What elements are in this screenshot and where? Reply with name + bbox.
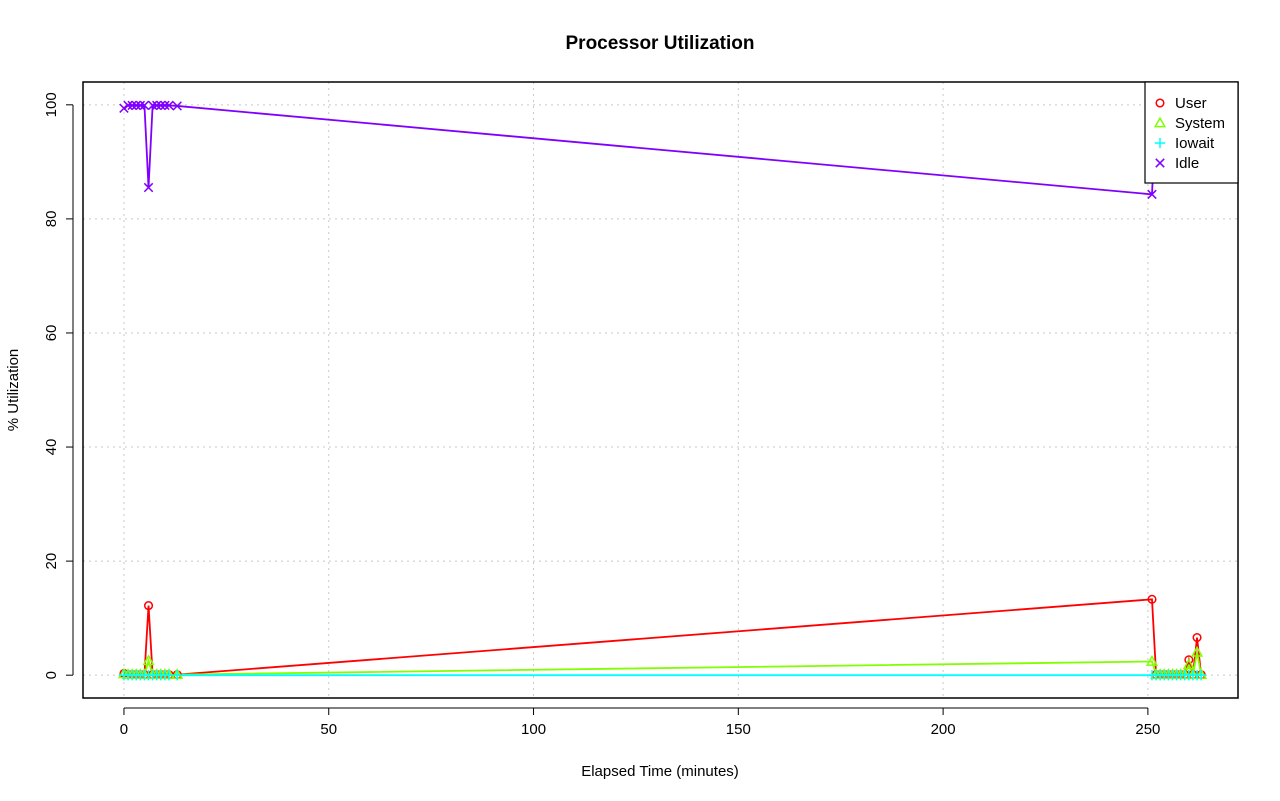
point-idle-6 xyxy=(143,182,154,193)
legend-label-user: User xyxy=(1175,95,1207,112)
y-tick-label-4: 80 xyxy=(43,211,60,228)
point-idle-9 xyxy=(156,100,166,111)
legend-label-iowait: Iowait xyxy=(1175,135,1215,152)
x-tick-label-4: 200 xyxy=(931,721,956,738)
x-tick-label-1: 50 xyxy=(320,721,337,738)
y-tick-label-0: 0 xyxy=(43,671,60,679)
x-tick-label-0: 0 xyxy=(120,721,128,738)
x-tick-label-3: 150 xyxy=(726,721,751,738)
series-line-system xyxy=(123,652,1203,678)
point-idle-7 xyxy=(147,100,158,111)
point-user-24 xyxy=(1192,632,1202,643)
point-idle-11 xyxy=(164,100,174,111)
point-iowait-25 xyxy=(1195,669,1207,681)
legend-marker-iowait xyxy=(1154,137,1166,149)
point-user-13 xyxy=(1147,594,1157,604)
series-line-idle xyxy=(123,104,1203,196)
point-system-13 xyxy=(1145,654,1159,666)
point-idle-3 xyxy=(131,100,141,111)
x-axis: 0 50 100 150 200 250 xyxy=(120,707,1160,738)
chart-title: Processor Utilization xyxy=(566,33,755,54)
point-idle-8 xyxy=(151,100,162,111)
x-tick-label-2: 100 xyxy=(521,721,546,738)
legend-marker-idle xyxy=(1155,158,1165,168)
y-tick-label-1: 20 xyxy=(43,553,60,570)
series-lines xyxy=(123,104,1203,678)
y-tick-label-2: 40 xyxy=(43,439,60,456)
x-tick-label-5: 250 xyxy=(1135,721,1160,738)
legend-label-system: System xyxy=(1175,115,1225,132)
point-iowait-12 xyxy=(172,669,183,681)
point-idle-2 xyxy=(127,100,137,111)
point-system-6 xyxy=(142,654,155,666)
plot-frame xyxy=(82,81,1239,699)
legend: User System Iowait Idle xyxy=(1144,81,1239,184)
point-idle-12 xyxy=(172,101,182,111)
legend-marker-system xyxy=(1153,116,1167,128)
point-idle-0 xyxy=(119,103,129,113)
point-idle-13 xyxy=(1147,189,1157,200)
point-idle-10 xyxy=(160,100,170,111)
x-axis-label: Elapsed Time (minutes) xyxy=(581,763,739,780)
point-idle-1 xyxy=(123,100,133,111)
legend-marker-user xyxy=(1155,98,1165,108)
point-system-24 xyxy=(1190,645,1204,657)
y-axis: 0 20 40 60 80 100 xyxy=(43,92,74,679)
point-user-22 xyxy=(1184,655,1194,665)
series-points xyxy=(117,100,1208,681)
y-tick-label-3: 60 xyxy=(43,325,60,342)
point-user-6 xyxy=(143,601,154,611)
legend-label-idle: Idle xyxy=(1175,155,1199,172)
point-idle-5 xyxy=(139,100,150,111)
point-system-22 xyxy=(1182,658,1195,670)
y-axis-label: % Utilization xyxy=(5,349,22,432)
point-idle-4 xyxy=(135,100,146,111)
y-tick-label-5: 100 xyxy=(43,92,60,117)
